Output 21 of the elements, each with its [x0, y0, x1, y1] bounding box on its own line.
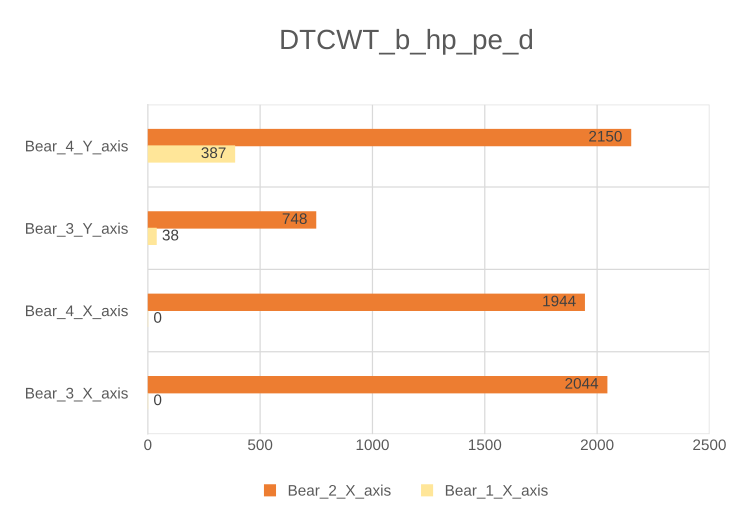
x-tick-label: 1000	[356, 439, 389, 450]
x-tick-label: 1500	[468, 439, 502, 450]
x-tick-label: 0	[144, 439, 152, 450]
data-label: 2044	[565, 378, 598, 389]
legend-label: Bear_2_X_axis	[288, 484, 391, 499]
data-label: 0	[154, 394, 162, 406]
data-label: 2150	[589, 130, 622, 142]
data-label: 0	[154, 312, 162, 323]
data-label: 387	[201, 147, 226, 158]
legend-label: Bear_1_X_axis	[446, 484, 548, 499]
data-label: 38	[162, 230, 178, 240]
x-tick-label: 2500	[693, 439, 726, 450]
chart-title: DTCWT_b_hp_pe_d	[281, 28, 532, 55]
x-tick-label: 500	[248, 439, 272, 450]
y-tick-label: Bear_4_X_axis	[26, 304, 128, 320]
y-tick-label: Bear_3_X_axis	[26, 387, 128, 402]
data-label: 1944	[543, 296, 576, 306]
y-tick-label: Bear_4_Y_axis	[26, 140, 128, 154]
y-tick-label: Bear_3_Y_axis	[26, 222, 128, 237]
x-tick-label: 2000	[580, 439, 614, 450]
data-label: 748	[282, 213, 307, 224]
